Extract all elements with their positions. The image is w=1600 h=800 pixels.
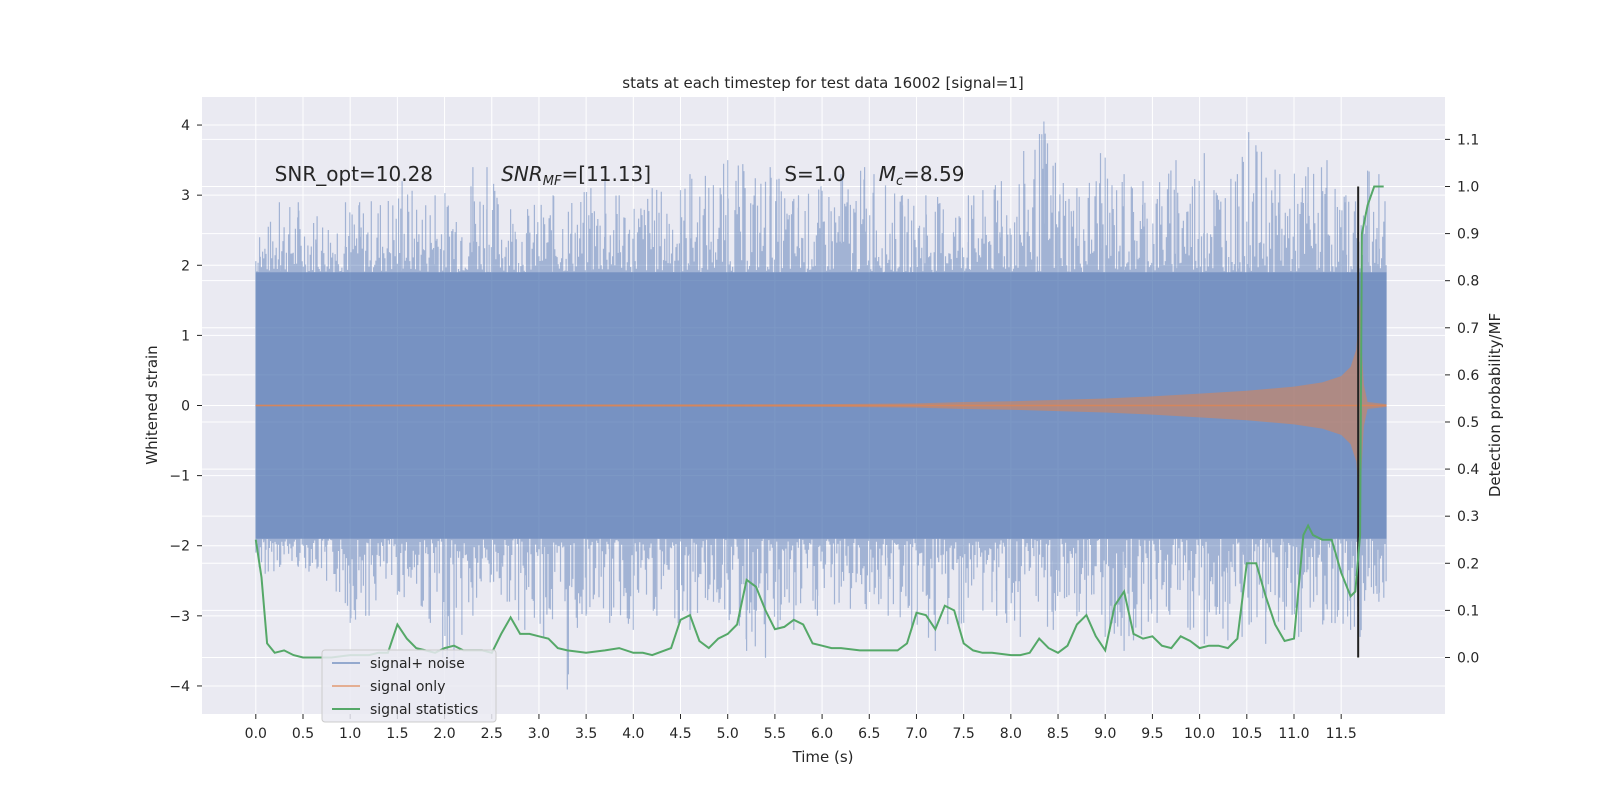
y2-tick-label: 0.6 — [1457, 368, 1479, 384]
x-tick-label: 0.5 — [292, 726, 314, 742]
x-axis-label: Time (s) — [792, 748, 854, 766]
y2-tick-label: 0.8 — [1457, 274, 1479, 290]
annotation: SNRMF=[11.13] — [501, 162, 651, 189]
annotation: SNR_opt=10.28 — [275, 162, 433, 186]
y2-tick-label: 0.9 — [1457, 227, 1479, 243]
legend-label-stats: signal statistics — [370, 702, 478, 718]
annotation: Mc=8.59 — [879, 162, 965, 189]
x-tick-label: 4.0 — [622, 726, 644, 742]
x-tick-label: 7.5 — [953, 726, 975, 742]
x-tick-label: 5.0 — [717, 726, 739, 742]
annotation: S=1.0 — [784, 162, 845, 186]
y-tick-label: −2 — [169, 539, 190, 555]
y2-tick-label: 0.1 — [1457, 603, 1479, 619]
x-tick-label: 8.5 — [1047, 726, 1069, 742]
y2-tick-label: 0.5 — [1457, 415, 1479, 431]
y-tick-label: −4 — [169, 679, 190, 695]
y-axis-label: Whitened strain — [143, 345, 161, 464]
y-axis-ticks: −4 −3 −2 −1 0 1 2 3 4 — [169, 118, 202, 695]
x-tick-label: 11.0 — [1278, 726, 1309, 742]
y2-tick-label: 0.3 — [1457, 509, 1479, 525]
legend-label-noise: signal+ noise — [370, 656, 465, 672]
x-tick-label: 0.0 — [245, 726, 267, 742]
y-tick-label: 0 — [181, 399, 190, 415]
x-axis-ticks: 0.0 0.5 1.0 1.5 2.0 2.5 3.0 3.5 4.0 4.5 5.0 5.5 6.0 6… — [245, 714, 1357, 742]
legend-box — [321, 649, 497, 723]
y-tick-label: 2 — [181, 258, 190, 274]
x-tick-label: 2.5 — [481, 726, 503, 742]
x-tick-label: 6.5 — [858, 726, 880, 742]
x-tick-label: 7.0 — [905, 726, 927, 742]
y2-tick-label: 0.4 — [1457, 462, 1479, 478]
y-tick-label: −3 — [169, 609, 190, 625]
x-tick-label: 10.0 — [1184, 726, 1215, 742]
signal-series — [255, 300, 1387, 511]
y2-tick-label: 0.0 — [1457, 650, 1479, 666]
chart-title: stats at each timestep for test data 160… — [622, 74, 1023, 92]
x-tick-label: 11.5 — [1326, 726, 1357, 742]
y2-tick-label: 1.0 — [1457, 179, 1479, 195]
y-tick-label: 4 — [181, 118, 190, 134]
annotations: SNR_opt=10.28 SNRMF=[11.13] S=1.0 Mc=8.59 — [275, 162, 965, 189]
x-tick-label: 5.5 — [764, 726, 786, 742]
y-tick-label: 1 — [181, 328, 190, 344]
x-tick-label: 4.5 — [669, 726, 691, 742]
legend: signal+ noise signal only signal statist… — [321, 649, 497, 723]
stats-line — [254, 185, 1384, 659]
x-tick-label: 9.0 — [1094, 726, 1116, 742]
legend-label-signal: signal only — [370, 679, 445, 695]
x-tick-label: 10.5 — [1231, 726, 1262, 742]
x-tick-label: 1.5 — [386, 726, 408, 742]
y2-tick-label: 0.7 — [1457, 321, 1479, 337]
y-tick-label: 3 — [181, 188, 190, 204]
y-tick-label: −1 — [169, 469, 190, 485]
y2-tick-label: 1.1 — [1457, 132, 1479, 148]
x-tick-label: 3.5 — [575, 726, 597, 742]
x-tick-label: 3.0 — [528, 726, 550, 742]
y2-axis-label: Detection probability/MF — [1486, 313, 1504, 497]
x-tick-label: 2.0 — [433, 726, 455, 742]
x-tick-label: 6.0 — [811, 726, 833, 742]
x-tick-label: 1.0 — [339, 726, 361, 742]
stats-series — [254, 185, 1384, 659]
y2-axis-ticks: 0.0 0.1 0.2 0.3 0.4 0.5 0.6 0.7 0.8 0.9 1.0 1.1 — [1445, 132, 1479, 666]
y2-tick-label: 0.2 — [1457, 556, 1479, 572]
x-tick-label: 9.5 — [1141, 726, 1163, 742]
x-tick-label: 8.0 — [1000, 726, 1022, 742]
